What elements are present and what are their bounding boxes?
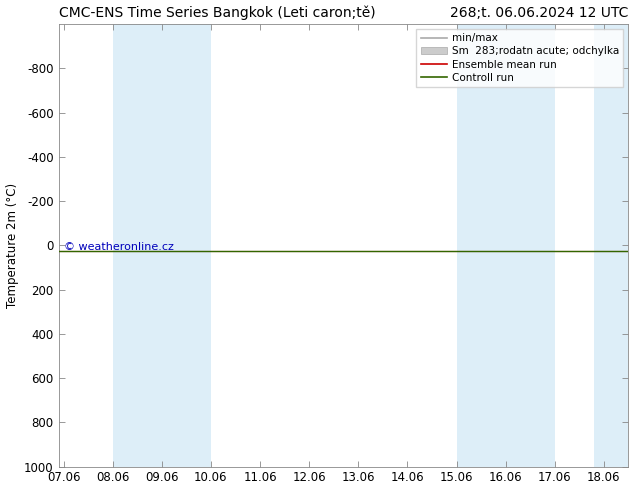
Bar <box>456 24 555 466</box>
Text: © weatheronline.cz: © weatheronline.cz <box>64 242 174 252</box>
Text: CMC-ENS Time Series Bangkok (Leti caron;tě): CMC-ENS Time Series Bangkok (Leti caron;… <box>58 5 375 20</box>
Text: 268;t. 06.06.2024 12 UTC: 268;t. 06.06.2024 12 UTC <box>450 6 628 20</box>
Y-axis label: Temperature 2m (°C): Temperature 2m (°C) <box>6 183 18 308</box>
Legend: min/max, Sm  283;rodatn acute; odchylka, Ensemble mean run, Controll run: min/max, Sm 283;rodatn acute; odchylka, … <box>417 29 623 87</box>
Bar <box>113 24 211 466</box>
Bar <box>594 24 628 466</box>
